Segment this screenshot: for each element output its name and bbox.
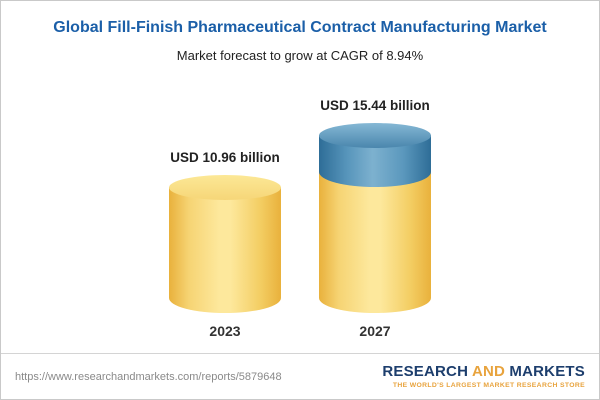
research-and-markets-logo: RESEARCH AND MARKETS THE WORLD'S LARGEST…: [382, 362, 585, 390]
logo-word-markets: MARKETS: [509, 362, 585, 380]
cylinder-2027-top-cap: [319, 123, 431, 148]
category-label-2027: 2027: [359, 323, 391, 339]
cylinder-2023: [169, 175, 281, 313]
bar-group-2023: USD 10.96 billion 2023: [169, 150, 281, 339]
cylinder-2027-growth-segment: [319, 123, 431, 187]
logo-wordmark: RESEARCH AND MARKETS: [382, 362, 585, 381]
cylinder-2023-body: [169, 187, 281, 313]
cylinder-2023-top-cap: [169, 175, 281, 200]
value-label-2027: USD 15.44 billion: [320, 98, 430, 113]
logo-tagline: THE WORLD'S LARGEST MARKET RESEARCH STOR…: [392, 382, 585, 390]
chart-subtitle: Market forecast to grow at CAGR of 8.94%: [176, 48, 424, 63]
footer-bar: https://www.researchandmarkets.com/repor…: [1, 353, 599, 399]
cylinder-2027: [319, 123, 431, 313]
logo-word-and: AND: [471, 362, 506, 380]
report-url[interactable]: https://www.researchandmarkets.com/repor…: [15, 370, 282, 383]
value-label-2023: USD 10.96 billion: [170, 150, 280, 165]
chart-title: Global Fill-Finish Pharmaceutical Contra…: [53, 19, 547, 36]
logo-word-research: RESEARCH: [382, 362, 469, 380]
bar-group-2027: USD 15.44 billion 2027: [319, 98, 431, 339]
plot-area: USD 10.96 billion 2023 USD 15.44 billion…: [1, 89, 599, 339]
category-label-2023: 2023: [209, 323, 241, 339]
